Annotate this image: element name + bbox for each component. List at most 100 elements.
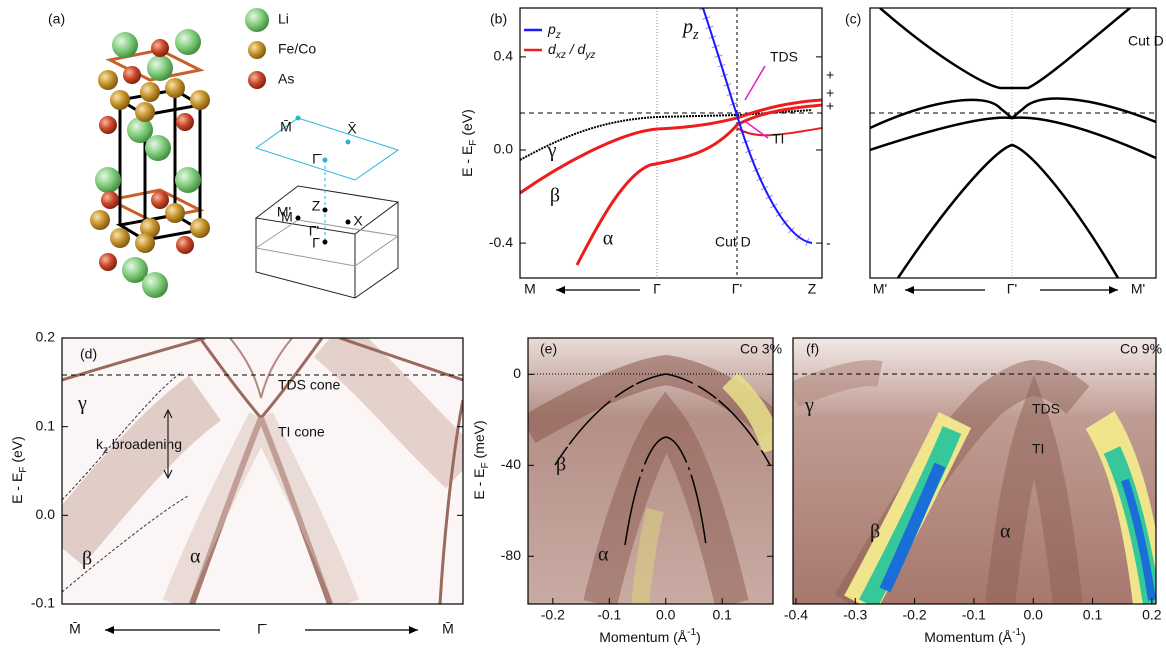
annotation: TI [772, 131, 784, 147]
bz-label: M' [277, 204, 291, 220]
annotation: kz broadening [96, 436, 182, 456]
y-tick-label: -0.1 [31, 595, 55, 611]
bz-label: M̄ [280, 119, 292, 135]
panel-label: (f) [806, 341, 819, 357]
annotation: α [190, 546, 201, 568]
x-category-label: Γ [653, 281, 661, 297]
band-curves [870, 8, 1156, 278]
legend-swatch [245, 8, 269, 32]
annotation: γ [77, 393, 87, 415]
text-part: F [480, 462, 491, 468]
y-tick-label: 0.4 [494, 48, 514, 64]
text-part: -1 [1012, 627, 1021, 638]
panel-label: (e) [540, 341, 557, 357]
bz-label: X̄ [347, 121, 357, 137]
y-axis-label: E - EF (eV) [9, 436, 29, 504]
text-part: E - E [9, 473, 25, 504]
bz-label: Z [312, 198, 321, 214]
y-tick-label: -40 [501, 456, 521, 472]
intensity-map [793, 338, 1156, 604]
x-category-label: Γ̄ [257, 621, 267, 637]
arrow-head [556, 286, 565, 294]
annotation: TI cone [278, 424, 325, 440]
annotation: α [598, 544, 609, 566]
legend-label: As [278, 71, 294, 87]
brillouin-zone [254, 115, 400, 299]
annotation: γ [547, 140, 557, 162]
y-tick-label: 0.1 [36, 417, 56, 433]
legend-label: Fe/Co [278, 41, 316, 57]
bz-label: Γ' [309, 223, 319, 239]
annotation: Co 3% [740, 341, 782, 357]
x-tick-label: -0.4 [784, 607, 808, 623]
bz-label: Γ [312, 235, 320, 251]
annotation: β [82, 548, 92, 570]
annotation: TI [1032, 441, 1044, 457]
legend-label: pz [547, 21, 561, 41]
annotation: β [556, 454, 566, 476]
annotation: TDS cone [278, 377, 340, 393]
text-part: yz [584, 50, 595, 61]
panel-label: (b) [490, 11, 507, 27]
frame [519, 7, 823, 279]
intensity-map [528, 338, 773, 604]
arrow-head [105, 626, 114, 634]
arrow-head [409, 626, 418, 634]
annotation: - [826, 235, 831, 251]
text-part: ) [1021, 629, 1026, 645]
legend-label: dxz / dyz [548, 41, 595, 61]
annotation: + [826, 98, 834, 114]
y-tick-label: 0.0 [36, 506, 56, 522]
text-part: d [548, 41, 557, 57]
annotation: pz [681, 16, 699, 44]
text-part: k [96, 436, 104, 452]
annotation: TDS [1032, 401, 1060, 417]
text-part: z [692, 27, 699, 43]
x-tick-label: -0.1 [962, 607, 986, 623]
text-part: z [103, 445, 108, 456]
text-part: E - E [459, 146, 475, 177]
y-tick-label: -0.4 [489, 234, 513, 250]
legend-swatch [248, 41, 266, 59]
y-tick-label: 0 [513, 365, 521, 381]
bz-label: X [353, 213, 363, 229]
x-tick-label: -0.1 [597, 607, 621, 623]
intensity-map [62, 338, 463, 604]
crystal-structure [90, 29, 210, 298]
text-part: E - E [471, 469, 487, 500]
x-tick-label: 0.0 [656, 607, 676, 623]
x-tick-label: -0.2 [541, 607, 565, 623]
x-tick-label: 0.1 [1083, 607, 1103, 623]
x-category-label: Γ' [1007, 281, 1017, 297]
x-category-label: M' [873, 281, 887, 297]
bz-label: M [281, 209, 293, 225]
band-curves [520, 8, 822, 278]
text-part: xz [555, 50, 566, 61]
text-part: (meV) [471, 420, 487, 462]
text-part: z [555, 30, 561, 41]
text-part: F [18, 467, 29, 473]
x-axis-label: Momentum (Å-1) [924, 627, 1026, 645]
x-tick-label: 0.1 [712, 607, 732, 623]
text-part: / d [566, 41, 587, 57]
x-category-label: Z [808, 281, 817, 297]
text-part: (eV) [459, 109, 475, 139]
y-tick-label: 0.2 [36, 329, 56, 345]
frame [792, 337, 1157, 605]
panel-label: (c) [845, 11, 861, 27]
annotation: α [1000, 521, 1011, 543]
x-category-label: M̄ [69, 621, 81, 637]
x-category-label: Γ' [732, 281, 742, 297]
legend-swatch [248, 71, 266, 89]
annotation: Cut D [1128, 33, 1164, 49]
annotation: + [826, 67, 834, 83]
x-axis-label: Momentum (Å-1) [599, 627, 701, 645]
annotation: + [826, 85, 834, 101]
frame [869, 7, 1157, 279]
x-tick-label: 0.2 [1142, 607, 1162, 623]
x-category-label: M̄ [442, 621, 454, 637]
annotation: β [870, 521, 880, 543]
panel-label: (a) [48, 11, 65, 27]
y-tick-label: -80 [501, 547, 521, 563]
